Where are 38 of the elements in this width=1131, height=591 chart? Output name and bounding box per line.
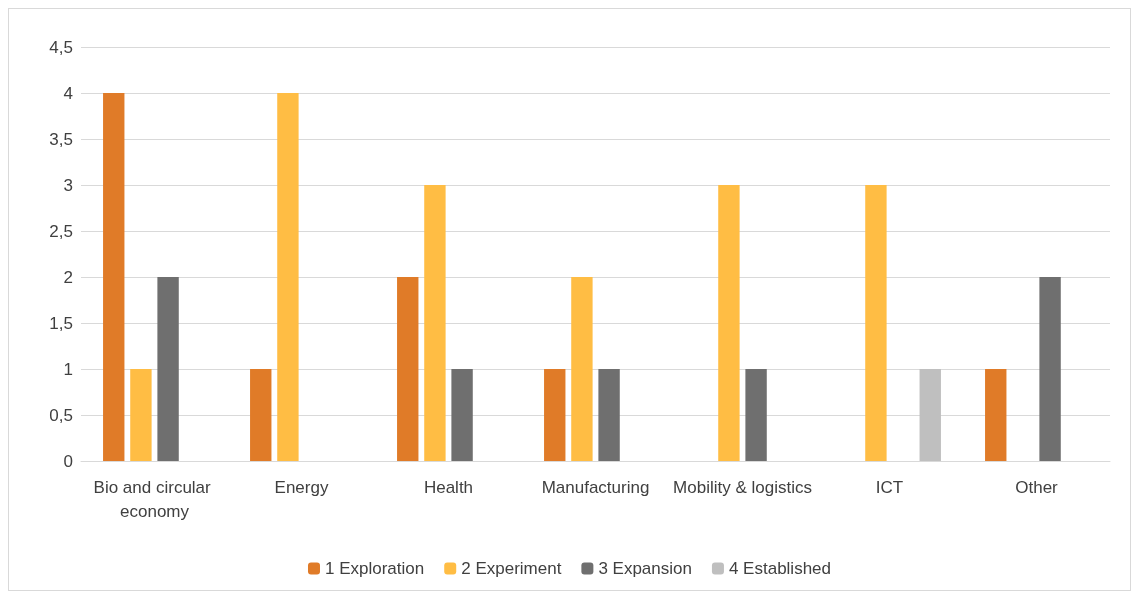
bar bbox=[544, 369, 566, 461]
y-tick-label: 1 bbox=[63, 359, 73, 379]
bar bbox=[277, 93, 299, 461]
y-tick-label: 0 bbox=[63, 451, 73, 471]
y-tick-label: 4 bbox=[63, 83, 73, 103]
bar bbox=[424, 185, 446, 461]
y-tick-label: 1,5 bbox=[49, 313, 73, 333]
bar bbox=[451, 369, 473, 461]
x-tick-label: Energy bbox=[274, 477, 329, 497]
y-tick-label: 4,5 bbox=[49, 37, 73, 57]
bar bbox=[1039, 277, 1061, 461]
bar bbox=[130, 369, 152, 461]
bar bbox=[250, 369, 272, 461]
bar bbox=[598, 369, 620, 461]
x-tick-label: Health bbox=[423, 477, 474, 497]
y-tick-label: 3 bbox=[63, 175, 73, 195]
legend-label: 4 Established bbox=[728, 559, 832, 578]
bar bbox=[571, 277, 593, 461]
y-tick-label: 2 bbox=[63, 267, 73, 287]
bar bbox=[157, 277, 179, 461]
bar bbox=[985, 369, 1007, 461]
y-tick-label: 0,5 bbox=[49, 405, 73, 425]
y-tick-label: 2,5 bbox=[49, 221, 73, 241]
x-tick-label: Manufacturing bbox=[541, 477, 650, 497]
bar bbox=[745, 369, 767, 461]
bar bbox=[103, 93, 125, 461]
bar bbox=[718, 185, 740, 461]
bar bbox=[397, 277, 419, 461]
x-tick-label: ICT bbox=[875, 477, 904, 497]
bar bbox=[919, 369, 941, 461]
x-tick-label: Bio and circular economy bbox=[93, 477, 216, 521]
x-tick-label: Other bbox=[1015, 477, 1059, 497]
legend-label: 3 Expansion bbox=[598, 559, 692, 578]
x-tick-label: Mobility & logistics bbox=[673, 477, 812, 497]
bar bbox=[865, 185, 887, 461]
legend-label: 2 Experiment bbox=[461, 559, 562, 578]
legend-label: 1 Exploration bbox=[324, 559, 425, 578]
y-tick-label: 3,5 bbox=[49, 129, 73, 149]
